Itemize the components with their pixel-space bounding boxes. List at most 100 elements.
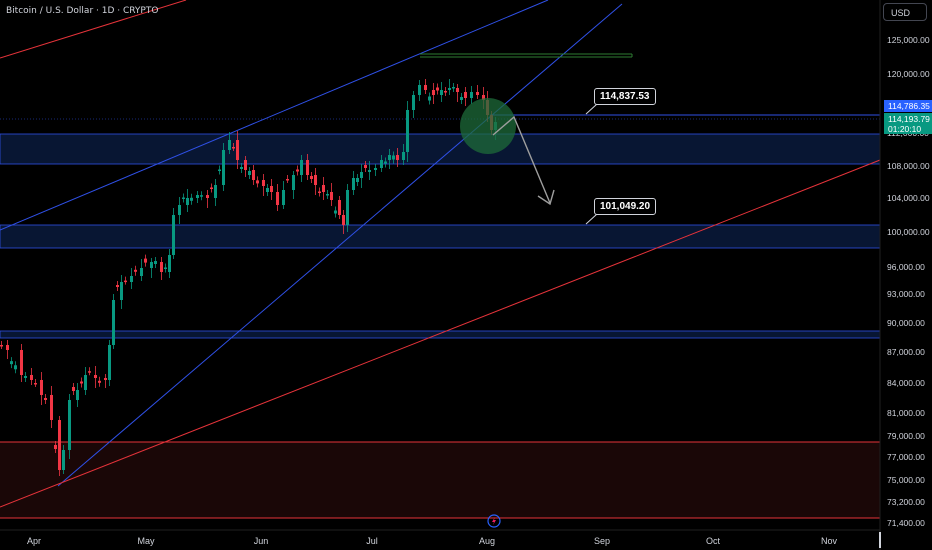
candle-body [310, 176, 313, 179]
time-tick-label: May [137, 536, 155, 546]
candle-body [72, 387, 75, 391]
candle-body [352, 178, 355, 190]
candle-body [418, 85, 421, 95]
candle-body [374, 168, 377, 170]
candle-body [104, 378, 107, 380]
candle-body [214, 185, 217, 198]
candle-body [356, 178, 359, 182]
last-price-badge: 114,193.79 01:20:10 [884, 113, 932, 134]
candle-body [380, 160, 383, 168]
price-tick-label: 90,000.00 [887, 318, 925, 328]
candle-body [322, 185, 325, 192]
candle-body [334, 210, 337, 214]
candle-body [228, 140, 231, 150]
candle-body [232, 147, 235, 149]
price-tick-label: 108,000.00 [887, 161, 930, 171]
price-tick-label: 104,000.00 [887, 193, 930, 203]
red-support-line [0, 159, 881, 508]
candle-body [432, 90, 435, 95]
candle-body [62, 450, 65, 470]
candle-body [266, 188, 269, 192]
candle-body [342, 215, 345, 225]
candle-body [218, 169, 221, 171]
lightning-icon[interactable] [487, 514, 501, 528]
candle-body [10, 361, 13, 365]
time-axis[interactable]: Apr May Jun Jul Aug Sep Oct Nov [27, 536, 838, 546]
candle-body [428, 96, 431, 101]
candle-body [244, 160, 247, 170]
candle-body [40, 380, 43, 395]
candle-body [236, 140, 239, 160]
channel-lower-line [57, 3, 623, 487]
candle-body [402, 152, 405, 160]
candle-body [252, 170, 255, 180]
candle-body [80, 381, 83, 384]
countdown-timer: 01:20:10 [888, 124, 922, 134]
price-tick-label: 93,000.00 [887, 289, 925, 299]
price-axis[interactable]: 125,000.00120,000.00112,000.00108,000.00… [887, 35, 930, 528]
candle-body [412, 95, 415, 110]
candle-body [68, 400, 71, 450]
candle-body [134, 269, 137, 272]
candle-body [482, 95, 485, 100]
candle-body [424, 85, 427, 90]
price-tick-label: 120,000.00 [887, 69, 930, 79]
candle-body [186, 198, 189, 205]
chart-title: Bitcoin / U.S. Dollar · 1D · CRYPTO [6, 6, 159, 16]
candle-body [140, 268, 143, 276]
candle-body [34, 383, 37, 385]
candle-body [206, 195, 209, 198]
candle-body [270, 186, 273, 192]
candle-body [368, 170, 371, 172]
highlight-circle [460, 98, 516, 154]
candle-body [54, 445, 57, 449]
candle-body [444, 91, 447, 93]
candle-body [300, 160, 303, 175]
candle-body [94, 375, 97, 378]
target-high-label[interactable]: 114,837.53 [594, 88, 656, 105]
candle-body [240, 167, 243, 169]
candle-body [436, 87, 439, 91]
price-tick-label: 71,400.00 [887, 518, 925, 528]
time-tick-label: Oct [706, 536, 721, 546]
candle-body [262, 180, 265, 186]
candle-body [364, 165, 367, 168]
price-tick-label: 125,000.00 [887, 35, 930, 45]
candle-body [76, 390, 79, 400]
candle-body [160, 262, 163, 272]
projection-arrowhead [537, 189, 555, 206]
callout-pointer-low [585, 213, 598, 225]
candle-body [88, 371, 91, 373]
candle-body [456, 88, 459, 92]
currency-button[interactable]: USD [883, 3, 927, 21]
candle-body [0, 345, 3, 347]
candle-body [150, 262, 153, 268]
candle-body [112, 300, 115, 345]
price-tick-label: 96,000.00 [887, 262, 925, 272]
candle-body [108, 345, 111, 380]
candle-body [296, 169, 299, 172]
candle-body [164, 267, 167, 269]
red-top-line [0, 0, 187, 59]
candle-body [210, 187, 213, 189]
candle-body [314, 175, 317, 185]
candle-body [464, 92, 467, 98]
price-tick-label: 84,000.00 [887, 378, 925, 388]
time-tick-label: Nov [821, 536, 838, 546]
demand-zone [0, 442, 880, 518]
support-zone-lower [0, 330, 881, 339]
candle-body [248, 171, 251, 175]
price-tick-label: 81,000.00 [887, 408, 925, 418]
candle-body [448, 88, 451, 90]
candle-body [476, 92, 479, 95]
candle-body [144, 258, 147, 263]
last-price-value: 114,193.79 [888, 114, 930, 124]
candle-body [30, 375, 33, 380]
candle-body [440, 90, 443, 95]
candle-body [222, 150, 225, 185]
price-tick-label: 77,000.00 [887, 452, 925, 462]
target-low-label[interactable]: 101,049.20 [594, 198, 657, 215]
projection-arrow [492, 115, 551, 204]
candle-body [330, 192, 333, 200]
